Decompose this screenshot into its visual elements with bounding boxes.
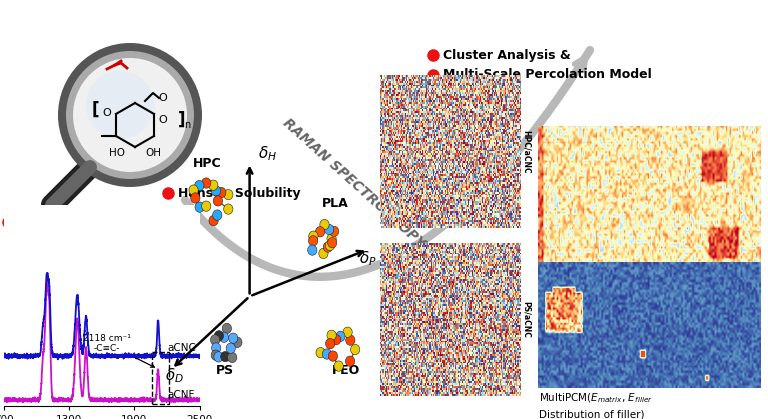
Circle shape [316, 227, 325, 237]
Text: RAMAN SPECTROSCOPY: RAMAN SPECTROSCOPY [280, 116, 428, 251]
Circle shape [217, 187, 226, 198]
Text: PS: PS [216, 364, 234, 377]
Text: Cluster Analysis &: Cluster Analysis & [443, 49, 571, 62]
Text: n: n [184, 120, 190, 130]
Circle shape [201, 201, 211, 211]
Text: Confocal Raman: Confocal Raman [18, 215, 131, 228]
Circle shape [194, 181, 204, 191]
Text: Raman Mapping: Raman Mapping [398, 176, 511, 189]
Circle shape [227, 352, 237, 362]
Circle shape [219, 332, 229, 342]
Text: PS/aCNC: PS/aCNC [522, 301, 531, 338]
Text: HO: HO [109, 148, 125, 158]
Circle shape [323, 242, 333, 252]
Circle shape [325, 224, 334, 235]
Circle shape [309, 235, 318, 246]
Circle shape [223, 189, 233, 200]
Circle shape [328, 351, 338, 361]
Circle shape [346, 335, 355, 345]
Circle shape [209, 215, 218, 226]
Text: $\delta_H$: $\delta_H$ [258, 144, 277, 163]
Circle shape [222, 323, 231, 334]
Text: Distribution of filler): Distribution of filler) [539, 410, 644, 419]
Circle shape [346, 356, 355, 366]
Circle shape [326, 339, 335, 349]
Text: O: O [103, 108, 111, 118]
Text: OH: OH [145, 148, 161, 158]
Circle shape [209, 180, 218, 190]
Circle shape [309, 231, 318, 241]
Circle shape [58, 43, 202, 187]
Text: Multi-Scale Percolation Model: Multi-Scale Percolation Model [443, 68, 652, 82]
Text: O: O [159, 93, 167, 103]
Text: PEO: PEO [332, 364, 360, 377]
Circle shape [201, 178, 211, 188]
Text: 2118 cm⁻¹
-C≡C-: 2118 cm⁻¹ -C≡C- [83, 334, 154, 367]
Circle shape [323, 349, 332, 359]
Text: [: [ [91, 101, 99, 119]
Circle shape [73, 58, 187, 172]
Circle shape [223, 204, 233, 214]
Circle shape [343, 327, 353, 337]
Circle shape [316, 347, 326, 358]
Circle shape [336, 331, 345, 341]
Circle shape [319, 220, 329, 230]
Circle shape [220, 352, 230, 362]
Circle shape [190, 193, 200, 203]
Circle shape [86, 71, 154, 139]
Text: PLA: PLA [321, 197, 348, 210]
Circle shape [327, 238, 337, 248]
Circle shape [214, 352, 223, 362]
Text: Hansen Solubility: Hansen Solubility [178, 186, 300, 199]
Circle shape [332, 334, 341, 345]
Circle shape [189, 185, 198, 195]
Circle shape [350, 344, 359, 355]
Text: aCNF: aCNF [167, 390, 194, 400]
Circle shape [213, 210, 222, 220]
Circle shape [226, 343, 236, 353]
Text: HPC/aCNC: HPC/aCNC [522, 130, 531, 174]
Circle shape [210, 335, 220, 345]
Text: O: O [159, 115, 167, 125]
Text: $\delta_P$: $\delta_P$ [359, 249, 377, 268]
Circle shape [214, 331, 223, 341]
Circle shape [214, 196, 223, 206]
Text: ]: ] [178, 111, 186, 129]
Text: aCNC: aCNC [167, 343, 196, 353]
Circle shape [211, 343, 221, 353]
Circle shape [66, 51, 194, 179]
Circle shape [308, 245, 317, 255]
Text: MultiPCM($E_{matrix}$, $E_{filler}$: MultiPCM($E_{matrix}$, $E_{filler}$ [539, 392, 653, 405]
Circle shape [326, 241, 335, 251]
Circle shape [211, 186, 220, 196]
Text: HPC: HPC [193, 157, 221, 170]
Circle shape [195, 202, 204, 212]
Circle shape [233, 337, 242, 347]
Circle shape [329, 226, 339, 236]
Text: $\delta_D$: $\delta_D$ [165, 367, 184, 385]
Circle shape [334, 361, 343, 371]
Circle shape [327, 330, 336, 340]
Circle shape [211, 350, 220, 360]
Bar [152, 352, 169, 403]
Circle shape [319, 248, 328, 259]
Circle shape [229, 333, 238, 344]
Circle shape [327, 234, 336, 244]
